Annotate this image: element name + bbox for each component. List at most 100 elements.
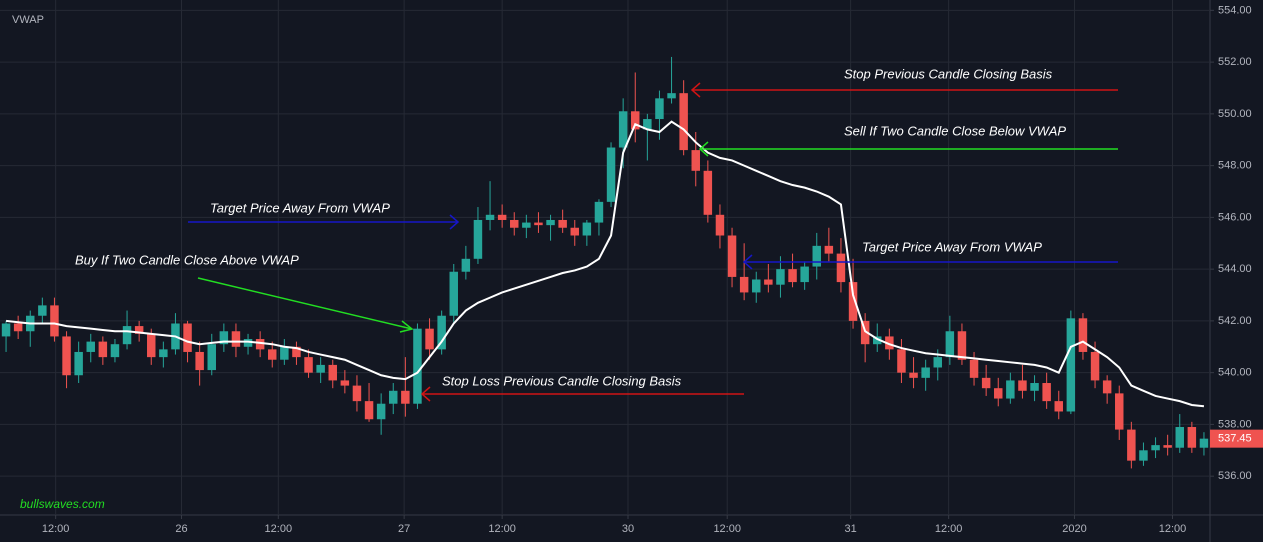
candle-body [340,380,350,386]
candle-body [437,315,446,350]
candle-body [389,390,398,404]
annotation: Stop Previous Candle Closing Basis [844,66,1053,81]
candle-body [98,341,108,358]
candle-body [376,403,386,420]
x-tick-label: 12:00 [488,523,516,535]
candle-body [691,150,700,171]
candle-body [667,93,676,99]
arrow-head [449,214,460,230]
candle-body [1054,401,1063,412]
candle-body [304,357,313,373]
candle-body [1042,383,1051,402]
candle-body [558,219,567,228]
y-tick-label: 538.00 [1218,418,1252,430]
x-tick-label: 2020 [1062,523,1086,535]
candle-body [643,119,652,130]
candle-body [50,305,59,337]
annotation: Sell If Two Candle Close Below VWAP [844,123,1066,138]
vwap-line [5,120,1205,408]
candle-body [268,349,277,360]
y-tick-label: 550.00 [1218,108,1252,120]
y-tick-label: 542.00 [1218,315,1252,327]
candle-body [594,201,604,223]
arrow-head [420,386,431,402]
candle-body [824,245,834,254]
candle-body [231,331,241,347]
watermark: bullswaves.com [20,497,105,511]
candle-body [1115,393,1124,430]
candle-body [909,372,918,378]
candle-body [280,346,289,360]
candle-body [207,344,216,371]
candle-body [147,333,156,358]
candle-body [219,331,229,345]
overlay: Stop Previous Candle Closing Basis Sell … [12,14,1118,511]
candle-body [62,336,71,376]
annotation: Target Price Away From VWAP [862,239,1042,254]
candle-body [522,222,531,228]
x-tick-label: 12:00 [935,523,963,535]
last-price-label: 537.45 [1218,433,1252,445]
arrow [197,277,413,330]
x-tick-label: 12:00 [713,523,741,535]
candle-body [1163,445,1172,448]
candle-body [546,219,555,226]
candle-body [38,305,47,316]
x-tick-label: 26 [175,523,187,535]
candle-body [715,214,725,236]
x-tick-label: 31 [845,523,857,535]
candle-body [183,323,192,352]
candle-body [885,336,894,350]
candle-body [1175,427,1184,448]
arrow-head [690,82,701,98]
x-tick-label: 27 [398,523,410,535]
candle-body [800,266,809,283]
candles: 537.45 [1,56,1263,469]
annotation: Stop Loss Previous Candle Closing Basis [442,373,682,388]
grid: 536.00 538.00 540.00 542.00 544.00 546.00 548.… [0,0,1252,535]
candle-body [582,222,592,236]
candle-body [945,331,955,358]
candle-body [1127,429,1136,461]
candle-body [1018,380,1027,391]
candle-body [788,269,797,283]
annotation: Target Price Away From VWAP [210,200,390,215]
candle-body [860,320,870,345]
candle-body [1030,383,1039,391]
candle-body [352,385,362,402]
candle-body [292,346,301,358]
candle-body [497,214,507,220]
arrow-head [742,254,753,270]
candle-body [449,271,458,316]
candle-body [159,349,168,358]
candle-body [1151,445,1160,451]
y-tick-label: 536.00 [1218,470,1252,482]
y-tick-label: 546.00 [1218,211,1252,223]
candle-body [873,336,882,345]
candle-body [1090,351,1100,381]
candle-body [364,401,374,420]
x-tick-label: 12:00 [1159,523,1187,535]
x-tick-label: 12:00 [265,523,293,535]
candle-body [1006,380,1015,399]
indicator-name: VWAP [12,14,44,26]
candle-body [485,214,495,220]
candle-body [1066,318,1076,412]
candle-body [1102,380,1112,394]
candle-body [243,339,253,347]
candle-body [679,93,688,151]
candle-body [836,253,846,283]
candle-body [328,364,337,381]
candle-body [957,331,967,360]
candle-body [425,328,434,350]
candle-body [994,388,1003,399]
candle-body [703,170,713,215]
candle-body [1199,438,1209,448]
candle-body [752,279,761,293]
candle-body [764,279,773,285]
candle-body [969,359,979,378]
candle-body [534,222,543,226]
candle-body [739,276,749,293]
candle-body [1,323,11,337]
candle-body [921,367,930,378]
